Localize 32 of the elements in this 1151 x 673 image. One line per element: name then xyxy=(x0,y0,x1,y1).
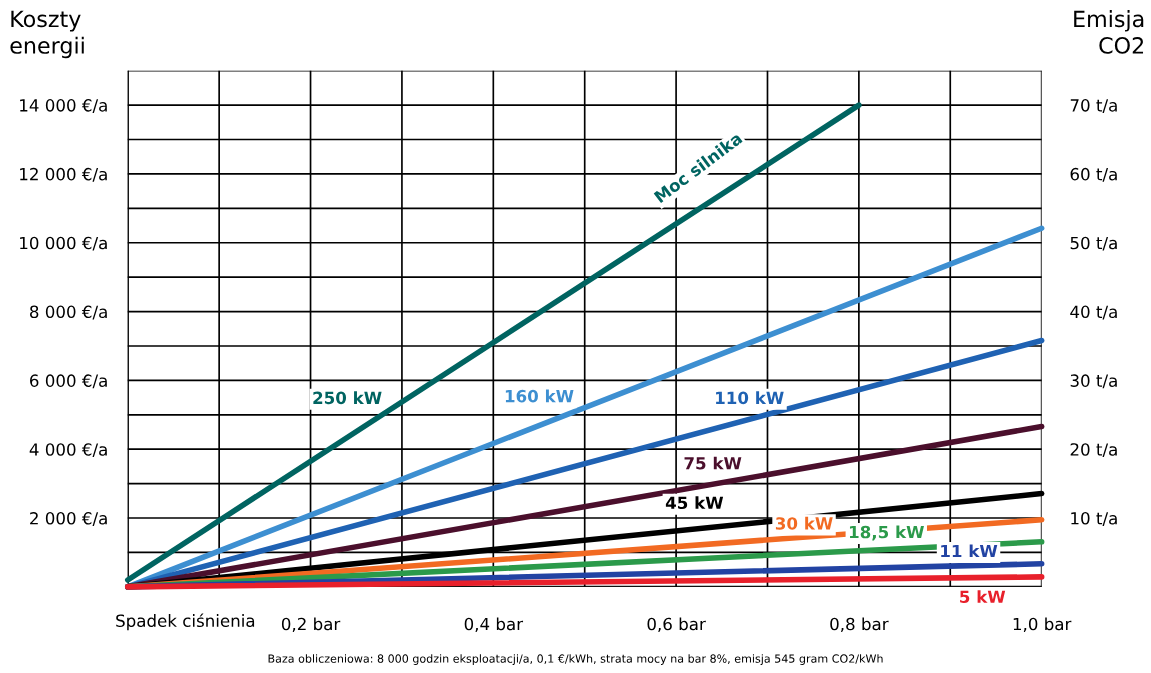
y-tick-label: 12 000 €/a xyxy=(20,167,107,182)
series-label: 160 kW xyxy=(505,389,574,403)
series-label: 11 kW xyxy=(941,544,998,558)
series-label: 30 kW xyxy=(775,516,833,530)
series-label: 110 kW xyxy=(716,391,784,405)
x-axis-title: Spadek ciśnienia xyxy=(116,613,255,631)
series-label: 45 kW xyxy=(665,496,724,510)
series-label: 5 kW xyxy=(960,590,1006,604)
y-axis-title: Koszty energii xyxy=(10,10,84,59)
y-tick-label: 4 000 €/a xyxy=(29,443,107,458)
series-label: 250 kW xyxy=(313,391,382,405)
x-tick-label: 1,0 bar xyxy=(1013,617,1072,633)
text: Baza obliczeniowa: 8 000 godzin eksploatacji/a, 0,1 €/kWh, strata mocy na bar 8%, emisja 545 gram CO2/kWh xyxy=(268,654,883,665)
x-tick-label: 0,6 bar xyxy=(647,617,706,633)
y-tick-label: 6 000 €/a xyxy=(30,374,107,389)
y-tick-label: 14 000 €/a xyxy=(20,99,107,113)
y-tick-label: 10 000 €/a xyxy=(20,236,107,251)
x-tick-label: 0,8 bar xyxy=(830,617,889,633)
y2-axis-title: Emisja CO2 xyxy=(1074,10,1144,54)
y2-tick-label: 40 t/a xyxy=(1070,305,1117,320)
series-label: 18,5 kW xyxy=(849,525,924,541)
y-tick-label: 8 000 €/a xyxy=(30,305,107,320)
y-tick-label: 2 000 €/a xyxy=(30,511,107,526)
y2-tick-label: 10 t/a xyxy=(1071,511,1117,526)
y2-tick-label: 70 t/a xyxy=(1070,99,1117,113)
x-tick-label: 0,2 bar xyxy=(281,617,341,633)
y2-tick-label: 50 t/a xyxy=(1070,236,1117,251)
y2-tick-label: 20 t/a xyxy=(1070,443,1117,458)
series-label: 75 kW xyxy=(684,456,742,470)
y2-tick-label: 60 t/a xyxy=(1070,167,1117,182)
y2-tick-label: 30 t/a xyxy=(1070,374,1117,389)
x-tick-label: 0,4 bar xyxy=(464,617,524,633)
